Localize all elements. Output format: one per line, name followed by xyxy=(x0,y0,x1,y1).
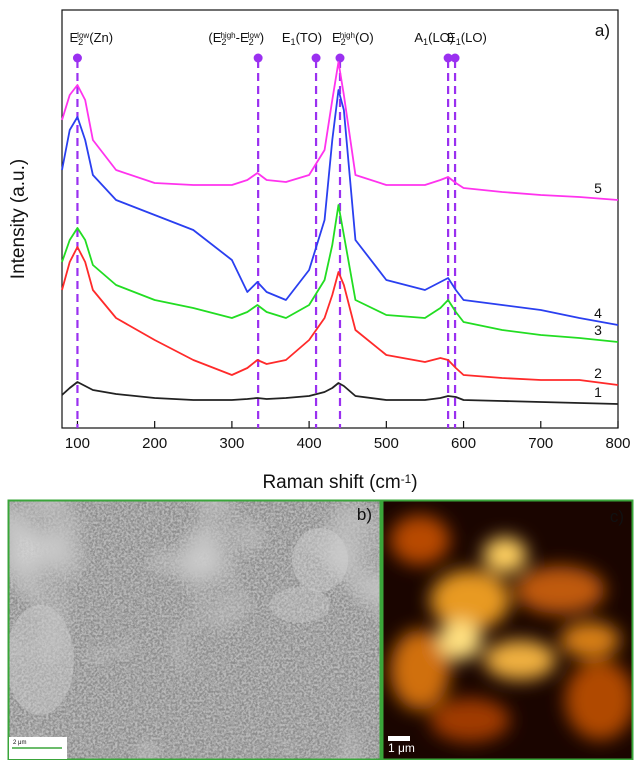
text-part: 2 xyxy=(78,37,83,47)
peak-label: E1(TO) xyxy=(282,30,322,47)
text-part: (TO) xyxy=(296,30,322,45)
x-axis-label: Raman shift (cm-1) xyxy=(262,472,417,493)
text-part: (O) xyxy=(355,30,374,45)
text-part: (Zn) xyxy=(89,30,113,45)
text-part: -1 xyxy=(401,473,411,486)
text-part: 1 xyxy=(291,37,296,47)
series-label: 3 xyxy=(594,322,602,338)
series-label: 4 xyxy=(594,305,602,321)
series-label: 5 xyxy=(594,180,602,196)
text-part: A xyxy=(414,30,423,45)
peak-marker xyxy=(335,53,345,63)
text-part: high xyxy=(340,31,355,40)
text-part: Raman shift (cm xyxy=(262,472,400,493)
text-part: (LO) xyxy=(461,30,487,45)
x-tick-label: 600 xyxy=(451,435,476,452)
afm-image: 1 μm c) xyxy=(381,499,634,760)
text-part: E xyxy=(282,30,291,45)
x-tick-label: 400 xyxy=(297,435,322,452)
text-part: (LO) xyxy=(428,30,454,45)
panel-label: a) xyxy=(595,21,610,40)
series-line xyxy=(61,246,619,386)
x-tick-label: 700 xyxy=(528,435,553,452)
x-tick-label: 200 xyxy=(142,435,167,452)
text-part: 2 xyxy=(341,37,346,47)
x-tick-label: 300 xyxy=(219,435,244,452)
peak-label: E2high(O) xyxy=(332,30,374,47)
text-part: low xyxy=(248,31,260,40)
x-tick-label: 800 xyxy=(605,435,630,452)
series-line xyxy=(61,89,619,326)
scale-bar-label: 2 μm xyxy=(13,740,26,746)
text-part: E xyxy=(447,30,456,45)
text-part: -E xyxy=(236,30,249,45)
text-part: 1 xyxy=(423,37,428,47)
x-tick-label: 500 xyxy=(374,435,399,452)
peak-marker xyxy=(253,53,263,63)
x-tick-label: 100 xyxy=(65,435,90,452)
series-line xyxy=(61,381,619,405)
text-part: E xyxy=(332,30,341,45)
text-part: 2 xyxy=(221,37,226,47)
text-part: low xyxy=(77,31,89,40)
y-axis-label: Intensity (a.u.) xyxy=(8,159,29,279)
series-label: 1 xyxy=(594,384,602,400)
series-line xyxy=(61,61,619,201)
scale-bar-label: 1 μm xyxy=(388,741,415,755)
panel-label: b) xyxy=(357,505,372,524)
series-line xyxy=(61,204,619,343)
text-part: E xyxy=(69,30,78,45)
text-part: (E xyxy=(208,30,221,45)
peak-marker xyxy=(443,53,453,63)
peak-label: A1(LO) xyxy=(414,30,454,47)
text-part: ) xyxy=(411,472,417,493)
peak-marker xyxy=(450,53,460,63)
peak-marker xyxy=(72,53,82,63)
peak-label: E2low(Zn) xyxy=(69,30,113,47)
text-part: 1 xyxy=(456,37,461,47)
peak-marker xyxy=(311,53,321,63)
panel-label: c) xyxy=(610,507,624,526)
peak-label: (E2high-E2low) xyxy=(208,30,264,47)
text-part: high xyxy=(220,31,235,40)
series-label: 2 xyxy=(594,365,602,381)
text-part: 2 xyxy=(249,37,254,47)
text-part: ) xyxy=(260,30,264,45)
peak-label: E1(LO) xyxy=(447,30,487,47)
sem-image: 2 μm b) xyxy=(7,499,382,760)
